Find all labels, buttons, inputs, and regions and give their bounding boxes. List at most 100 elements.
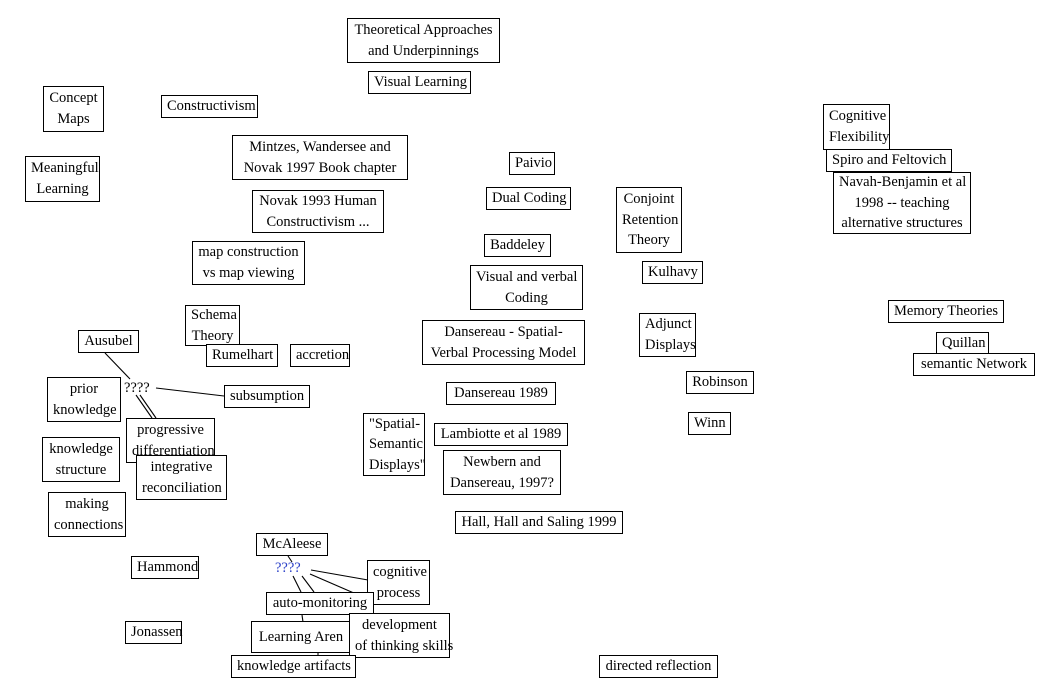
node-navah-benjamin[interactable]: Navah-Benjamin et al 1998 -- teaching alte… [833, 172, 971, 234]
node-label-line: structure [55, 461, 107, 478]
node-label-line: alternative structures [841, 215, 963, 232]
node-label-line: cognitive [373, 563, 427, 580]
node-adjunct-displays[interactable]: Adjunct Displays [639, 313, 696, 357]
node-label-line: Winn [694, 415, 726, 432]
node-subsumption[interactable]: subsumption [224, 385, 310, 408]
edge-ausubel-to-qmark [104, 352, 131, 380]
node-label-line: differentiation [132, 442, 215, 459]
node-label-line: Visual Learning [374, 74, 467, 91]
node-label-line: and Underpinnings [368, 42, 479, 59]
node-newbern-dansereau[interactable]: Newbern and Dansereau, 1997? [443, 450, 561, 495]
node-making-connections[interactable]: making connections [48, 492, 126, 537]
node-theoretical-approaches[interactable]: Theoretical Approaches and Underpinnings [347, 18, 500, 63]
node-knowledge-artifacts[interactable]: knowledge artifacts [231, 655, 356, 678]
node-label-line: Mintzes, Wandersee and [249, 138, 391, 155]
node-label-line: Dansereau, 1997? [450, 474, 554, 491]
node-ausubel[interactable]: Ausubel [78, 330, 139, 353]
node-hall-hall-saling[interactable]: Hall, Hall and Saling 1999 [455, 511, 623, 534]
node-dansereau-spatial-verbal[interactable]: Dansereau - Spatial- Verbal Processing Mo… [422, 320, 585, 365]
node-meaningful-learning[interactable]: Meaningful Learning [25, 156, 100, 202]
node-label-line: Memory Theories [894, 303, 999, 320]
node-label-line: Baddeley [490, 237, 545, 254]
node-jonassen[interactable]: Jonassen [125, 621, 183, 644]
node-dual-coding[interactable]: Dual Coding [486, 187, 571, 210]
node-label-line: development [362, 616, 437, 633]
node-label-line: Novak 1993 Human [259, 192, 377, 209]
node-label-line: Spiro and Feltovich [832, 152, 947, 169]
node-label-line: Learning [36, 181, 89, 197]
node-schema-theory[interactable]: Schema Theory [185, 305, 240, 346]
node-label-line: Cognitive [829, 108, 887, 125]
node-learning-arena[interactable]: Learning Aren [251, 621, 351, 653]
node-label-line: Dansereau 1989 [454, 385, 548, 402]
node-label-line: Coding [505, 289, 548, 306]
node-directed-reflection[interactable]: directed reflection [599, 655, 718, 678]
node-label-line: Quillan [942, 335, 986, 352]
node-prior-knowledge[interactable]: prior knowledge [47, 377, 121, 422]
node-label-line: "Spatial- [369, 415, 421, 432]
edge-qmark-to-progressive-b [139, 394, 157, 419]
node-memory-theories[interactable]: Memory Theories [888, 300, 1004, 323]
node-mcaleese[interactable]: McAleese [256, 533, 328, 556]
node-label-line: accretion [296, 347, 350, 364]
node-visual-learning[interactable]: Visual Learning [368, 71, 471, 94]
node-integrative-reconciliation[interactable]: integrative reconciliation [136, 455, 227, 500]
node-label-line: Displays" [369, 456, 426, 473]
node-concept-maps[interactable]: Concept Maps [43, 86, 104, 132]
node-label-line: subsumption [230, 388, 305, 405]
node-conjoint-retention-theory[interactable]: Conjoint Retention Theory [616, 187, 682, 253]
node-label-line: Conjoint [623, 191, 675, 208]
node-label-line: Adjunct [645, 316, 692, 333]
node-dansereau-1989[interactable]: Dansereau 1989 [446, 382, 556, 405]
node-paivio[interactable]: Paivio [509, 152, 555, 175]
node-label-line: directed reflection [605, 658, 712, 675]
node-spiro-and-feltovich[interactable]: Spiro and Feltovich [826, 149, 952, 172]
node-label-line: Theory [628, 232, 670, 249]
node-label-line: Meaningful [31, 160, 99, 177]
node-label-line: of thinking skills [355, 637, 454, 654]
node-auto-monitoring[interactable]: auto-monitoring [266, 592, 374, 615]
node-accretion[interactable]: accretion [290, 344, 350, 367]
node-constructivism[interactable]: Constructivism [161, 95, 258, 118]
edge-qmark-to-cognitive-process [310, 569, 369, 581]
node-spatial-semantic-displays[interactable]: "Spatial- Semantic Displays" [363, 413, 426, 476]
node-knowledge-structure[interactable]: knowledge structure [42, 437, 120, 482]
node-label-line: Navah-Benjamin et al [839, 174, 967, 191]
node-kulhavy[interactable]: Kulhavy [642, 261, 703, 284]
node-label-line: McAleese [262, 536, 322, 553]
node-label-line: Jonassen [131, 624, 183, 641]
node-rumelhart[interactable]: Rumelhart [206, 344, 278, 367]
node-label-line: making [65, 495, 109, 512]
node-mintzes-wandersee-novak[interactable]: Mintzes, Wandersee and Novak 1997 Book ch… [232, 135, 408, 180]
node-cognitive-flexibility[interactable]: Cognitive Flexibility [823, 104, 890, 150]
node-label-line: knowledge [53, 401, 117, 418]
node-label-line: Theory [191, 327, 234, 344]
node-label-line: Dual Coding [492, 190, 567, 207]
node-winn[interactable]: Winn [688, 412, 731, 435]
node-label-line: semantic Network [921, 356, 1027, 373]
node-robinson[interactable]: Robinson [686, 371, 754, 394]
node-novak-1993[interactable]: Novak 1993 Human Constructivism ... [252, 190, 384, 233]
node-baddeley[interactable]: Baddeley [484, 234, 551, 257]
node-label-line: Hall, Hall and Saling 1999 [461, 514, 617, 531]
node-label-line: integrative [150, 458, 213, 475]
node-label-line: knowledge artifacts [237, 658, 351, 675]
node-label-line: Displays [645, 337, 696, 353]
node-label-line: Lambiotte et al 1989 [440, 426, 562, 443]
node-label-line: Visual and verbal [476, 268, 578, 285]
node-quillan[interactable]: Quillan [936, 332, 989, 355]
node-lambiotte-1989[interactable]: Lambiotte et al 1989 [434, 423, 568, 446]
node-label-line: Flexibility [829, 129, 890, 145]
node-map-construction[interactable]: map construction vs map viewing [192, 241, 305, 285]
node-label-line: Newbern and [463, 453, 541, 470]
node-label-line: Verbal Processing Model [430, 344, 577, 361]
node-label-line: Hammond [137, 559, 199, 576]
node-development-thinking-skills[interactable]: development of thinking skills [349, 613, 454, 658]
node-label-line: Semantic [369, 436, 423, 453]
node-label-line: Maps [57, 111, 90, 127]
node-visual-and-verbal-coding[interactable]: Visual and verbal Coding [470, 265, 583, 310]
node-hammond[interactable]: Hammond [131, 556, 199, 579]
node-cognitive-process[interactable]: cognitive process [367, 560, 430, 605]
node-semantic-network[interactable]: semantic Network [913, 353, 1035, 376]
